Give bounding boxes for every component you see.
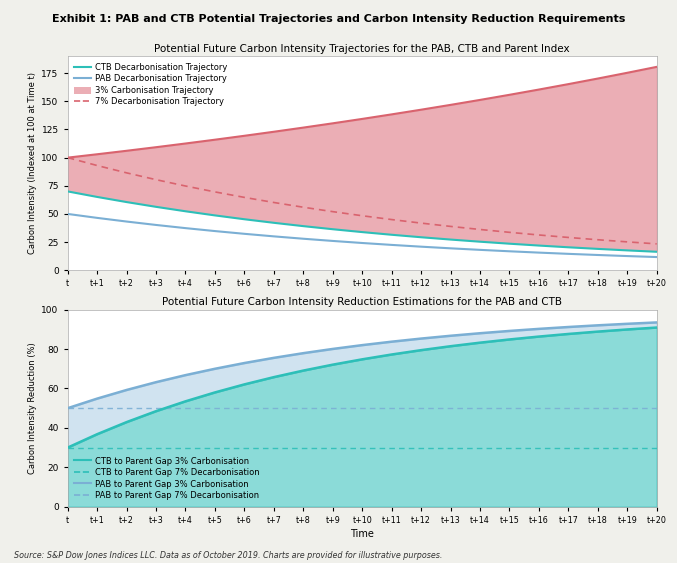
Title: Potential Future Carbon Intensity Reduction Estimations for the PAB and CTB: Potential Future Carbon Intensity Reduct… <box>162 297 562 307</box>
Text: Exhibit 1: PAB and CTB Potential Trajectories and Carbon Intensity Reduction Req: Exhibit 1: PAB and CTB Potential Traject… <box>52 14 625 24</box>
Legend: CTB Decarbonisation Trajectory, PAB Decarbonisation Trajectory, 3% Carbonisation: CTB Decarbonisation Trajectory, PAB Deca… <box>72 60 230 109</box>
X-axis label: Time: Time <box>350 529 374 539</box>
Text: Source: S&P Dow Jones Indices LLC. Data as of October 2019. Charts are provided : Source: S&P Dow Jones Indices LLC. Data … <box>14 551 442 560</box>
Legend: CTB to Parent Gap 3% Carbonisation, CTB to Parent Gap 7% Decarbonisation, PAB to: CTB to Parent Gap 3% Carbonisation, CTB … <box>72 454 262 503</box>
Y-axis label: Carbon Intensity (Indexed at 100 at Time t): Carbon Intensity (Indexed at 100 at Time… <box>28 72 37 254</box>
Y-axis label: Carbon Intensity Reduction (%): Carbon Intensity Reduction (%) <box>28 342 37 474</box>
Title: Potential Future Carbon Intensity Trajectories for the PAB, CTB and Parent Index: Potential Future Carbon Intensity Trajec… <box>154 44 570 54</box>
